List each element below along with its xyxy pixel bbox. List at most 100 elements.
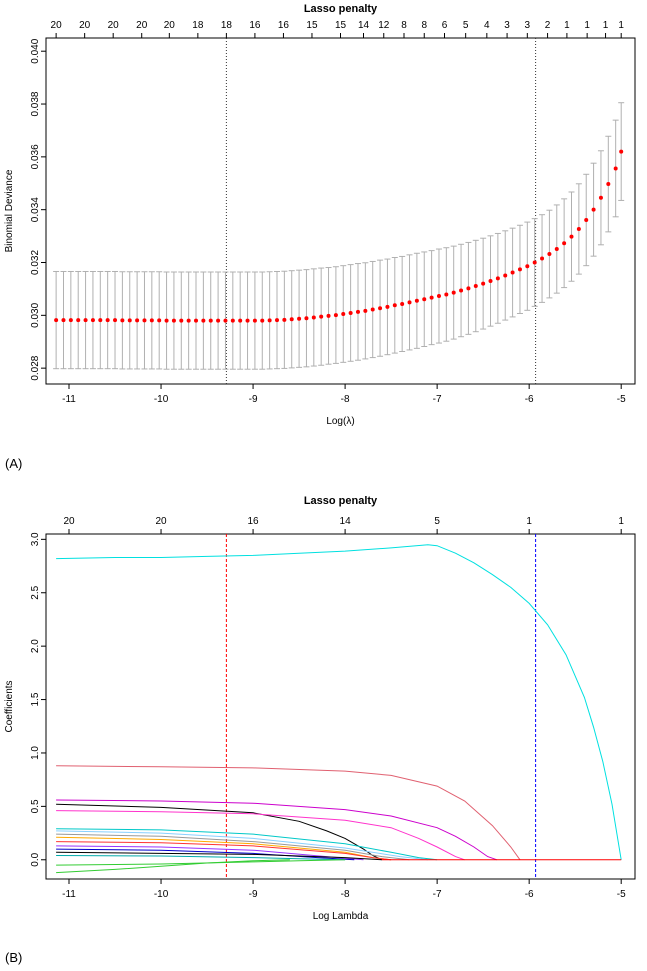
- y-tick-label: 0.0: [30, 852, 41, 866]
- deviance-point: [451, 290, 456, 295]
- top-axis-label: 5: [434, 516, 440, 527]
- top-axis-label: 16: [248, 516, 260, 527]
- deviance-point: [429, 295, 434, 300]
- deviance-point: [378, 306, 383, 311]
- top-axis-label: 1: [584, 20, 590, 31]
- top-axis-label: 20: [63, 516, 75, 527]
- deviance-point: [525, 264, 530, 269]
- deviance-point: [157, 318, 162, 323]
- top-axis-label: 4: [484, 20, 490, 31]
- top-axis-label: 18: [192, 20, 204, 31]
- deviance-point: [208, 318, 213, 323]
- deviance-point: [495, 276, 500, 281]
- deviance-point: [54, 318, 59, 323]
- deviance-point: [576, 226, 581, 231]
- top-axis-label: 2: [545, 20, 551, 31]
- top-axis-label: 8: [401, 20, 407, 31]
- deviance-point: [422, 297, 427, 302]
- y-axis-label: Binomial Deviance: [4, 169, 15, 252]
- deviance-point: [355, 309, 360, 314]
- deviance-point: [216, 318, 221, 323]
- y-tick-label: 0.038: [30, 91, 41, 116]
- coefficient-path-5: [56, 810, 465, 861]
- top-axis-label: 3: [525, 20, 531, 31]
- deviance-point: [83, 318, 88, 323]
- deviance-point: [591, 207, 596, 212]
- coefficient-path-4: [56, 803, 383, 861]
- y-tick-label: 0.040: [30, 38, 41, 63]
- deviance-point: [363, 308, 368, 313]
- top-axis-label: 20: [136, 20, 148, 31]
- deviance-point: [252, 318, 257, 323]
- y-tick-label: 0.034: [30, 197, 41, 222]
- y-tick-label: 0.028: [30, 355, 41, 380]
- deviance-point: [547, 252, 552, 257]
- y-axis-label: Coefficients: [4, 680, 15, 732]
- deviance-point: [613, 166, 618, 171]
- deviance-point: [267, 318, 272, 323]
- x-axis-label: Log Lambda: [313, 911, 369, 922]
- deviance-point: [348, 310, 353, 315]
- top-axis-label: 14: [340, 516, 352, 527]
- top-axis-label: 16: [249, 20, 261, 31]
- deviance-point: [142, 318, 147, 323]
- deviance-point: [297, 316, 302, 321]
- x-tick-label: -6: [525, 889, 534, 900]
- chart-title: Lasso penalty: [304, 495, 378, 507]
- deviance-point: [488, 278, 493, 283]
- deviance-point: [503, 273, 508, 278]
- deviance-point: [304, 316, 309, 321]
- deviance-point: [459, 288, 464, 293]
- x-tick-label: -11: [62, 889, 76, 900]
- deviance-point: [392, 303, 397, 308]
- x-tick-label: -10: [154, 889, 169, 900]
- chart-title: Lasso penalty: [304, 3, 378, 15]
- x-tick-label: -8: [341, 394, 350, 405]
- deviance-point: [619, 149, 624, 154]
- x-axis-label: Log(λ): [326, 416, 354, 427]
- deviance-point: [289, 317, 294, 322]
- top-axis-label: 20: [51, 20, 63, 31]
- top-axis-label: 20: [155, 516, 167, 527]
- y-tick-label: 0.030: [30, 302, 41, 327]
- coefficient-path-7: [56, 830, 428, 861]
- top-axis-label: 12: [378, 20, 390, 31]
- deviance-point: [245, 318, 250, 323]
- deviance-point: [444, 292, 449, 297]
- x-tick-label: -9: [249, 889, 258, 900]
- x-tick-label: -11: [62, 394, 76, 405]
- y-tick-label: 1.5: [30, 692, 41, 706]
- deviance-point: [341, 312, 346, 317]
- deviance-point: [473, 284, 478, 289]
- deviance-point: [333, 313, 338, 318]
- top-axis-label: 5: [463, 20, 469, 31]
- deviance-point: [311, 315, 316, 320]
- top-axis-label: 20: [108, 20, 120, 31]
- deviance-point: [260, 318, 265, 323]
- deviance-point: [186, 318, 191, 323]
- top-axis-label: 20: [164, 20, 176, 31]
- top-axis-label: 15: [306, 20, 318, 31]
- top-axis-label: 16: [278, 20, 290, 31]
- deviance-point: [274, 318, 279, 323]
- x-tick-label: -6: [525, 394, 534, 405]
- y-tick-label: 0.5: [30, 799, 41, 813]
- coefficient-path-9: [56, 836, 392, 861]
- deviance-point: [201, 318, 206, 323]
- coefficient-path-1: [56, 544, 622, 860]
- deviance-point: [510, 270, 515, 275]
- deviance-point: [179, 318, 184, 323]
- deviance-point: [562, 241, 567, 246]
- y-tick-label: 2.5: [30, 585, 41, 599]
- panel-b-label: (B): [5, 950, 23, 965]
- top-axis-label: 1: [526, 516, 532, 527]
- x-tick-label: -5: [617, 394, 626, 405]
- x-tick-label: -8: [341, 889, 350, 900]
- top-axis-label: 1: [603, 20, 609, 31]
- y-tick-label: 3.0: [30, 532, 41, 546]
- panel-a-label: (A): [5, 456, 23, 471]
- deviance-point: [135, 318, 140, 323]
- y-tick-label: 2.0: [30, 639, 41, 653]
- top-axis-label: 18: [221, 20, 233, 31]
- deviance-point: [436, 294, 441, 299]
